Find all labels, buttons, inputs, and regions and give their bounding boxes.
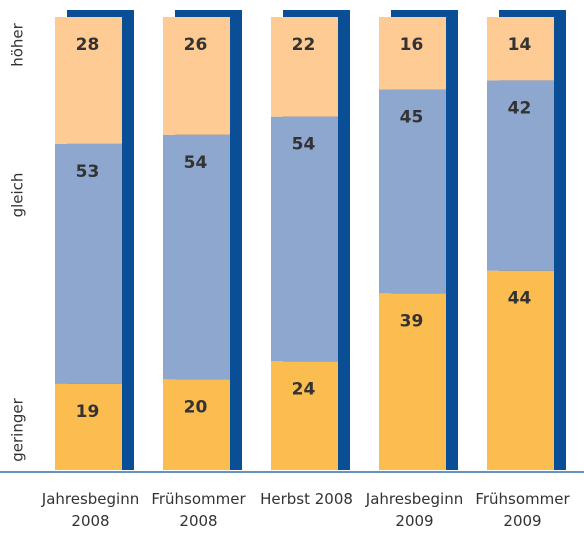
- bar-segment: [163, 134, 230, 380]
- data-label: 53: [76, 162, 100, 182]
- x-tick-label: Frühsommer 2009: [475, 490, 570, 530]
- legend-label: höher: [9, 22, 27, 66]
- data-label: 14: [508, 35, 532, 55]
- bar-segment: [271, 361, 338, 470]
- bar-segment: [55, 143, 122, 384]
- bar-segment: [271, 17, 338, 117]
- data-label: 28: [76, 35, 100, 55]
- data-label: 44: [508, 289, 532, 309]
- data-label: 19: [76, 402, 100, 422]
- x-tick-label: Jahresbeginn 2008: [41, 490, 140, 530]
- bar-segment: [379, 17, 446, 90]
- bar-segment: [55, 17, 122, 144]
- bar-segment: [163, 17, 230, 135]
- data-label: 26: [184, 35, 208, 55]
- x-tick-label: Frühsommer 2008: [151, 490, 246, 530]
- bar-segment: [163, 379, 230, 470]
- data-label: 39: [400, 311, 424, 331]
- data-label: 54: [184, 153, 208, 173]
- bar-segment: [487, 17, 554, 81]
- bar-segment: [487, 270, 554, 470]
- data-label: 42: [508, 98, 532, 118]
- x-tick-label: Herbst 2008: [260, 490, 353, 508]
- data-label: 22: [292, 35, 316, 55]
- data-label: 20: [184, 397, 208, 417]
- legend-label: geringer: [9, 397, 27, 461]
- bar-segment: [379, 293, 446, 470]
- legend-label: gleich: [9, 173, 27, 218]
- x-tick-label: Jahresbeginn 2009: [365, 490, 464, 530]
- data-label: 24: [292, 379, 316, 399]
- bar-segment: [379, 89, 446, 294]
- data-label: 54: [292, 135, 316, 155]
- data-label: 16: [400, 35, 424, 55]
- bar-segment: [487, 80, 554, 271]
- bar-segment: [55, 383, 122, 470]
- bar-segment: [271, 116, 338, 362]
- data-label: 45: [400, 107, 424, 127]
